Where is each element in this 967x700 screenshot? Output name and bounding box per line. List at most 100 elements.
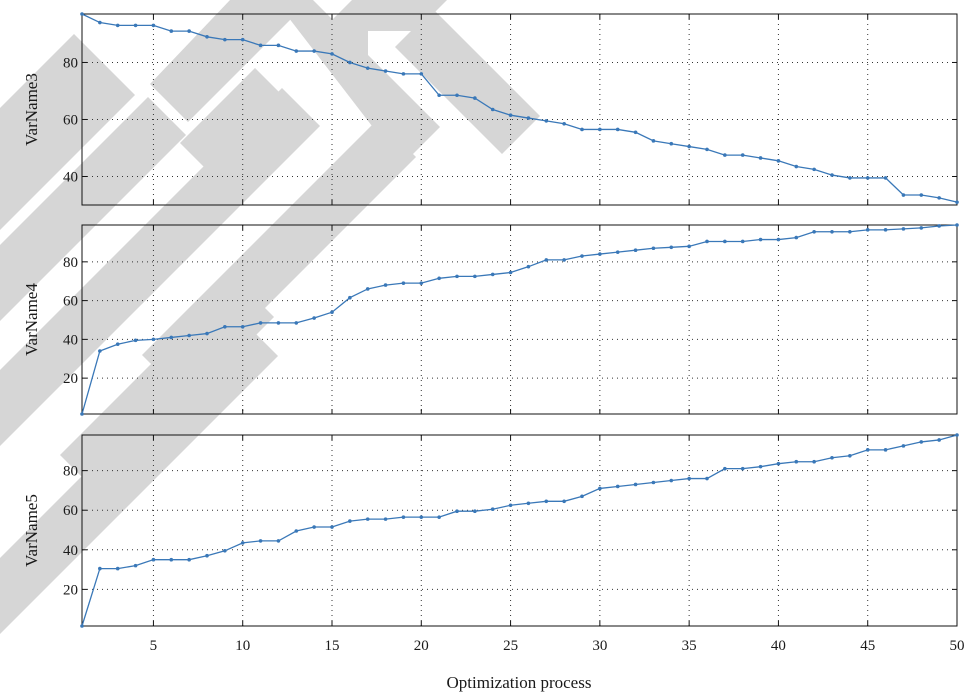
x-tick-label: 5	[150, 638, 158, 654]
data-point	[758, 237, 763, 242]
data-point	[240, 37, 245, 42]
data-point	[723, 239, 727, 244]
data-point	[223, 37, 227, 42]
data-point	[544, 258, 549, 262]
data-point	[419, 72, 424, 76]
data-point	[187, 557, 191, 562]
y-tick-label: 40	[63, 169, 78, 185]
panel-3: 20 40 60 80 VarName5	[22, 433, 959, 628]
data-point	[687, 144, 691, 149]
y-tick-label: 80	[63, 464, 78, 480]
series-line	[81, 434, 958, 627]
data-point	[240, 324, 245, 329]
data-point	[562, 499, 566, 504]
data-point	[365, 517, 370, 521]
data-point	[348, 60, 352, 65]
data-point	[865, 448, 870, 452]
data-point	[98, 20, 102, 25]
data-point	[490, 107, 495, 112]
data-point	[455, 93, 459, 98]
data-point	[276, 43, 281, 48]
data-point	[437, 515, 441, 519]
data-point	[258, 321, 263, 325]
data-point	[205, 35, 209, 39]
data-point	[169, 335, 174, 340]
y-axis-label: VarName5	[22, 494, 41, 567]
y-tick-label: 40	[63, 332, 78, 348]
data-point	[758, 156, 763, 160]
panel-frame	[81, 13, 958, 206]
data-point	[812, 229, 816, 234]
data-point	[740, 153, 745, 157]
data-point	[437, 93, 441, 98]
data-point	[544, 499, 549, 504]
data-point	[401, 515, 406, 519]
data-point	[740, 466, 745, 471]
data-point	[883, 448, 888, 452]
data-point	[115, 23, 120, 28]
data-point	[419, 281, 424, 285]
x-tick-label: 25	[503, 638, 518, 654]
data-point	[223, 324, 227, 329]
data-point	[598, 127, 602, 132]
data-point	[830, 229, 834, 234]
y-tick-label: 40	[63, 543, 78, 559]
series-line	[81, 224, 958, 415]
data-point	[294, 49, 299, 53]
data-point	[98, 566, 102, 571]
data-point	[955, 200, 959, 204]
data-point	[901, 193, 906, 197]
data-point	[348, 295, 352, 300]
data-point	[133, 338, 138, 343]
data-point	[80, 12, 84, 16]
data-point	[651, 480, 656, 485]
panel-frame	[81, 224, 958, 415]
data-point	[651, 246, 656, 251]
data-point	[115, 342, 120, 347]
watermark	[0, 0, 540, 634]
data-point	[848, 229, 852, 234]
data-point	[240, 541, 245, 545]
data-point	[776, 159, 781, 163]
data-point	[848, 176, 852, 180]
data-point	[276, 539, 281, 543]
data-point	[633, 482, 638, 487]
data-point	[794, 235, 799, 240]
data-point	[669, 478, 674, 483]
data-point	[919, 440, 924, 444]
x-tick-label: 35	[682, 638, 697, 654]
x-tick-label: 50	[950, 638, 965, 654]
x-tick-label: 45	[860, 638, 875, 654]
data-point	[848, 453, 852, 458]
data-point	[812, 459, 816, 464]
data-point	[383, 517, 388, 521]
y-tick-label: 20	[63, 582, 78, 598]
data-point	[223, 548, 227, 553]
data-point	[937, 438, 941, 442]
x-tick-label: 10	[235, 638, 250, 654]
data-point	[473, 274, 477, 279]
y-tick-label: 60	[63, 294, 78, 310]
data-point	[455, 509, 459, 514]
x-tick-label: 40	[771, 638, 786, 654]
data-point	[830, 455, 834, 460]
data-point	[955, 433, 959, 437]
series-line	[81, 13, 958, 203]
data-point	[383, 283, 388, 287]
data-point	[312, 49, 316, 53]
data-point	[669, 245, 674, 250]
data-point	[794, 459, 799, 464]
data-point	[633, 248, 638, 252]
data-point	[865, 176, 870, 180]
data-point	[348, 519, 352, 523]
panel-frame	[81, 434, 958, 627]
data-point	[508, 113, 513, 118]
data-point	[401, 72, 406, 76]
data-point	[705, 239, 709, 244]
data-point	[705, 147, 709, 152]
data-point	[526, 264, 531, 269]
x-tick-label: 15	[325, 638, 340, 654]
data-point	[580, 127, 584, 132]
data-point	[133, 23, 138, 28]
data-point	[776, 461, 781, 466]
